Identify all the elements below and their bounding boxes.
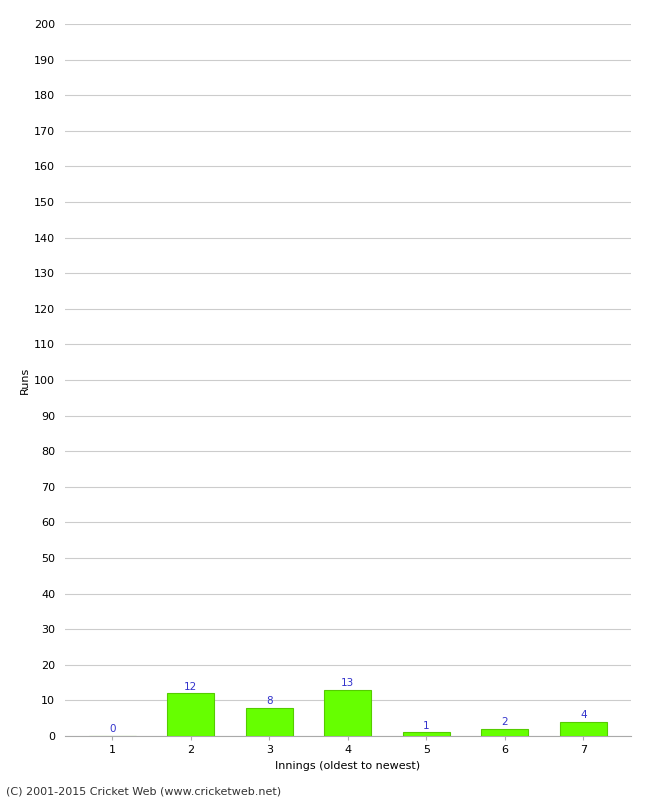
Text: 12: 12 [184, 682, 198, 691]
X-axis label: Innings (oldest to newest): Innings (oldest to newest) [275, 761, 421, 770]
Y-axis label: Runs: Runs [20, 366, 30, 394]
Text: (C) 2001-2015 Cricket Web (www.cricketweb.net): (C) 2001-2015 Cricket Web (www.cricketwe… [6, 786, 281, 796]
Bar [560, 722, 607, 736]
Text: 1: 1 [423, 721, 430, 730]
Bar [167, 694, 214, 736]
Text: 4: 4 [580, 710, 587, 720]
Text: 8: 8 [266, 696, 272, 706]
Bar [481, 729, 528, 736]
Bar [403, 733, 450, 736]
Text: 13: 13 [341, 678, 354, 688]
Bar [324, 690, 371, 736]
Text: 0: 0 [109, 724, 116, 734]
Text: 2: 2 [502, 717, 508, 727]
Bar [246, 707, 292, 736]
